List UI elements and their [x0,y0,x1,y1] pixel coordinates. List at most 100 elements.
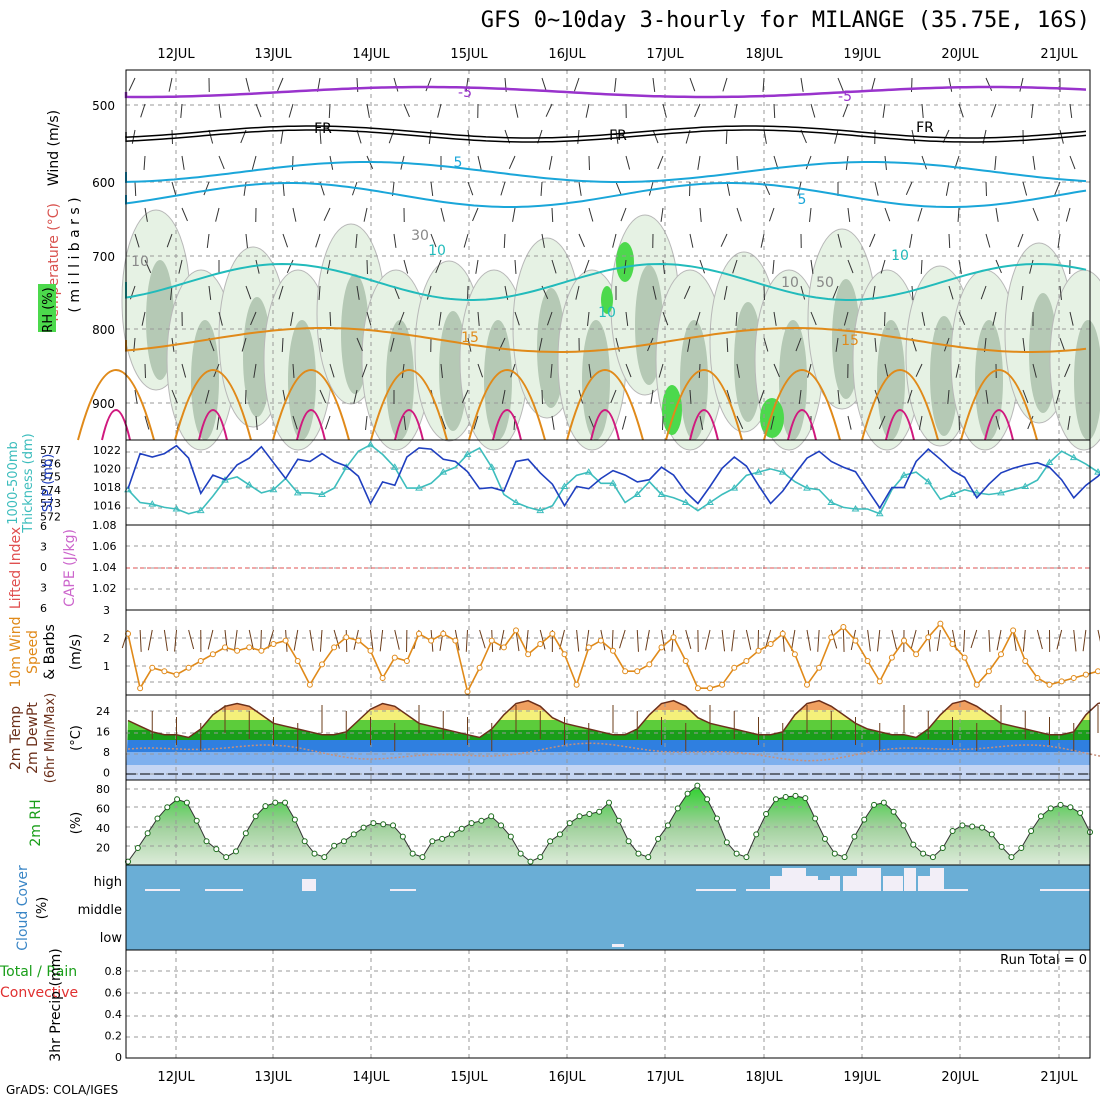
rh-point [488,813,495,820]
precip-tick: 0.2 [105,1030,123,1043]
rh-point [360,824,367,831]
wind-barb [319,389,327,403]
rh-point [164,804,171,811]
wind-barb [168,77,173,92]
contour-label: 10 [428,243,446,259]
dewpoint-line [127,742,1100,762]
wind-barb [430,181,434,196]
rh-point [606,799,612,806]
wind-speed-point [428,637,435,644]
rh-point [439,835,446,842]
thickness-tick: 573 [40,497,61,510]
wind-barb [356,77,359,93]
rh-shade-high [616,242,634,282]
wind-barb [363,207,368,222]
thickness-point [1045,458,1054,465]
rh-point [448,831,455,838]
contour-label: 15 [841,333,859,349]
wind-barb [869,233,876,248]
rh-axis-title: RH (%) [41,287,56,332]
wind-barb [648,181,654,196]
wind-speed-point [222,644,228,651]
wind-barb [762,77,765,93]
rh-point [154,815,161,822]
rh-point [743,854,750,861]
rh-point [1047,805,1054,812]
wind-barb [615,129,619,144]
wind-barb [990,103,997,118]
thickness-point [997,488,1005,496]
wind-barb [1029,259,1034,274]
cloud-block [770,876,782,891]
wind-title-1: 10m Wind [8,616,24,687]
wind-barb [847,207,851,222]
wind-barb [726,389,732,404]
day-label-bottom: 21JUL [1040,1070,1078,1085]
contour-label: 15 [461,330,479,346]
thickness-point [706,498,714,506]
wind-speed-point [755,647,762,654]
sfc-wind-barb [645,629,650,651]
wind-barb [326,259,331,274]
wind-barb [1055,389,1061,404]
thickness-point [439,468,448,475]
rh-shade-dark [975,320,1003,440]
wind-barb [366,103,370,118]
wind-barb [281,337,284,353]
wind-barb [985,77,993,91]
rh-point [792,792,799,799]
temp-contour-25 [984,409,1014,441]
wind-speed-point [610,647,616,654]
temp-contour-25 [787,409,817,441]
rh-point [134,845,141,851]
wind-barb [551,415,555,430]
thickness-point [366,440,375,448]
wind-barb [610,389,617,404]
rh-point [527,858,534,865]
day-label-top: 15JUL [450,47,488,62]
wind-speed-point [367,647,374,654]
rh-point [979,824,986,831]
wind-speed-point [452,637,459,644]
rh-point [350,831,357,838]
wind-barb [837,77,844,92]
wind-speed-point [694,685,701,692]
wind-barb [218,103,222,118]
thickness-point [487,463,496,470]
rh-point [851,833,858,840]
wind-speed-point [1058,678,1065,685]
wind-speed-point [331,644,338,651]
wind-barb [218,311,223,326]
wind-tick: 3 [103,604,110,617]
wind-barb [540,181,543,197]
wind-barb [1022,337,1026,352]
cape-tick: 1.06 [92,540,117,553]
wind-barb [477,311,480,326]
wind-barb [1069,103,1073,118]
wind-barb [921,103,924,118]
thickness-point [827,498,836,506]
cloud-block [1040,889,1090,891]
wind-barb [178,259,183,274]
wind-barb [425,77,432,92]
wind-barb [255,415,258,430]
wind-barb [768,207,775,222]
wind-barb [241,337,247,352]
li-tick: 3 [40,541,47,554]
rh-point [576,813,583,820]
sfc-wind-barb [207,629,214,650]
wind-barb [1032,155,1036,170]
wind-speed-point [1010,627,1017,634]
wind-barb [734,103,738,118]
wind-barb [948,77,953,92]
wind-speed-point [658,644,665,651]
sfc-wind-barb [685,629,692,649]
wind-speed-point [840,624,847,630]
wind-barb [180,103,183,118]
wind-speed-point [258,647,265,654]
temp-contour-20 [763,369,841,441]
wind-speed-point [585,644,592,651]
wind-barb [393,233,397,248]
thickness-point [730,484,739,491]
